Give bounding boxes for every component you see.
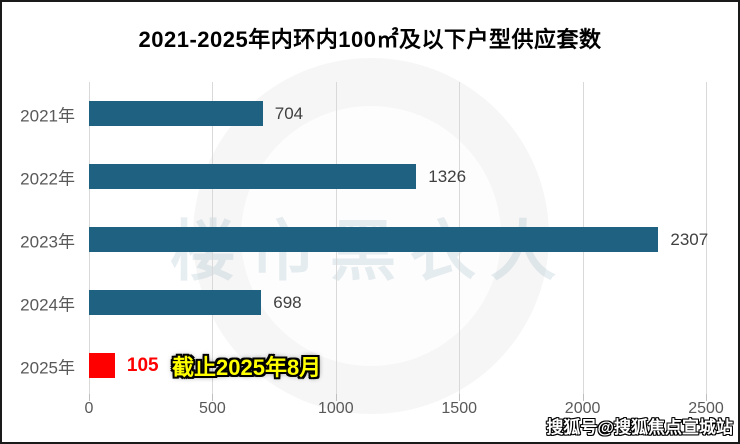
x-tick-label: 2000 <box>564 400 601 417</box>
category-label: 2025年 <box>20 358 75 377</box>
x-tick-label: 1500 <box>441 400 477 417</box>
x-tick-label: 0 <box>84 400 94 417</box>
bar <box>89 227 659 252</box>
annotation-label: 截止2025年8月 <box>172 355 322 380</box>
value-label: 105 <box>126 354 159 376</box>
x-tick-label: 500 <box>199 400 226 417</box>
axis-tick <box>335 394 337 401</box>
value-label: 704 <box>274 103 304 123</box>
category-label: 2021年 <box>20 106 75 125</box>
value-label: 698 <box>273 292 302 312</box>
x-tick-label: 1000 <box>318 400 354 417</box>
axis-tick <box>706 394 707 401</box>
x-tick-label: 2500 <box>688 400 724 417</box>
axis-tick <box>212 394 214 401</box>
axis-tick <box>89 394 90 401</box>
chart-title: 2021-2025年内环内100㎡及以下户型供应套数 <box>138 27 602 52</box>
bar <box>89 164 417 189</box>
category-label: 2024年 <box>20 295 75 314</box>
category-label: 2023年 <box>20 232 75 251</box>
bar <box>89 290 262 315</box>
axis-tick <box>459 394 461 401</box>
bar <box>89 101 263 126</box>
bar <box>89 353 115 378</box>
value-label: 2307 <box>670 229 709 249</box>
value-label: 1326 <box>428 166 467 186</box>
gridline <box>706 82 707 394</box>
axis-tick <box>582 394 584 401</box>
watermark-sohu-account-text: 搜狐号@搜狐焦点宣城站 <box>546 418 733 437</box>
category-label: 2022年 <box>20 169 75 188</box>
